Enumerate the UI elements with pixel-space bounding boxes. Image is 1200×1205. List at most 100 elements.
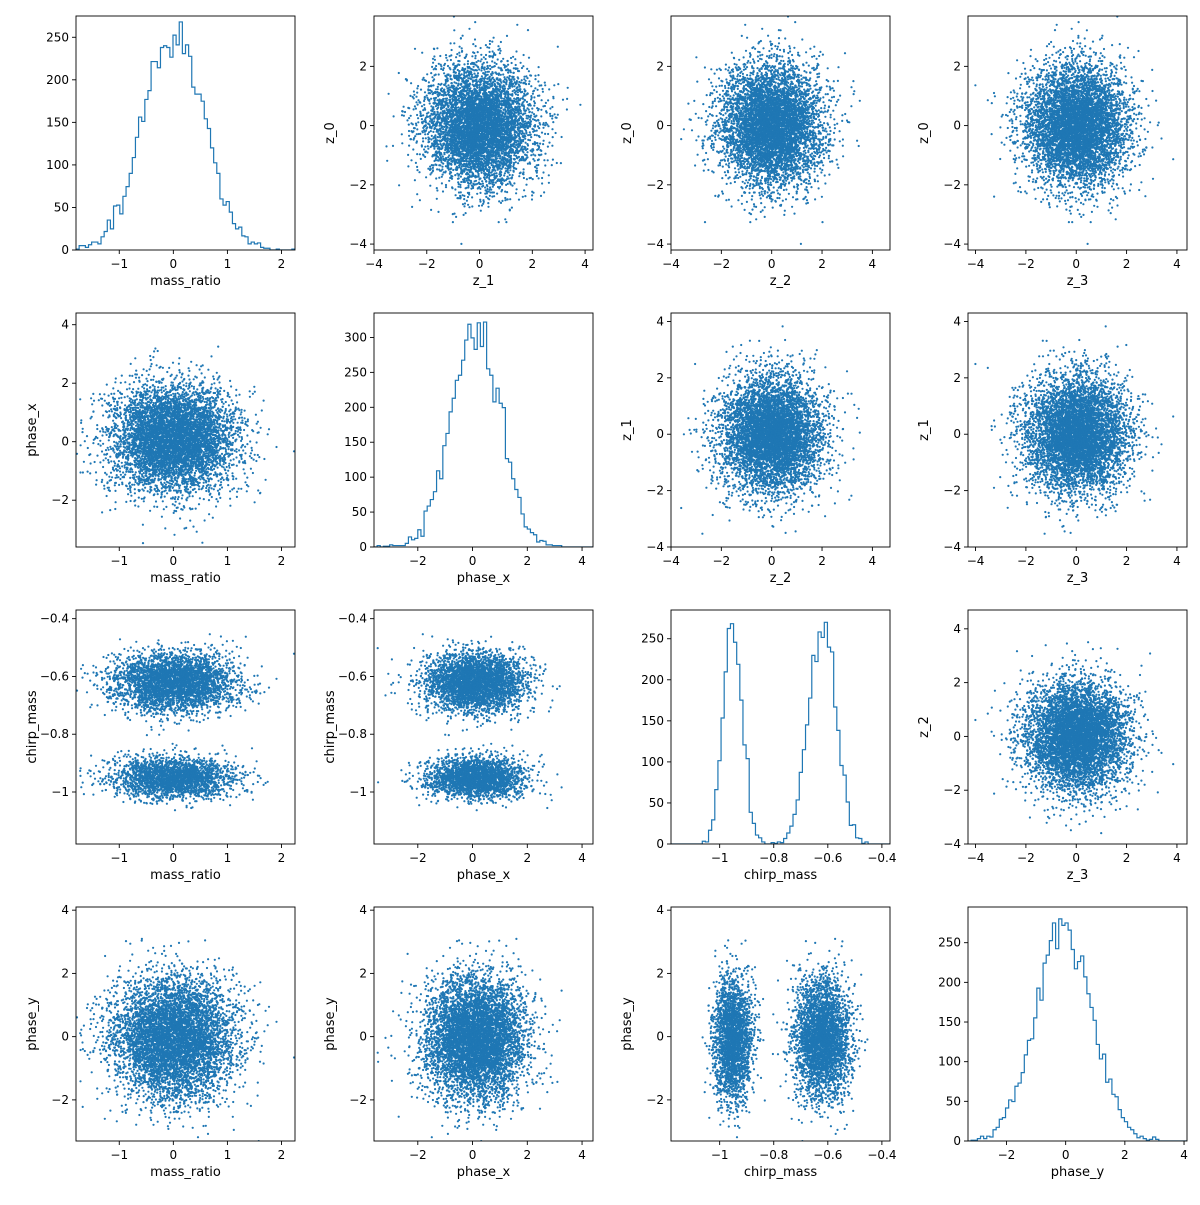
scatter-point	[479, 81, 481, 83]
y-tick-label: 250	[46, 30, 69, 44]
scatter-point	[526, 68, 528, 70]
scatter-point	[527, 163, 529, 165]
scatter-point	[498, 221, 500, 223]
scatter-point	[509, 159, 511, 161]
scatter-point	[484, 94, 486, 96]
scatter-point	[479, 201, 481, 203]
scatter-point	[486, 188, 488, 190]
scatter-point	[523, 189, 525, 191]
scatter-point	[458, 52, 460, 54]
scatter-point	[445, 54, 447, 56]
scatter-point	[501, 152, 503, 154]
scatter-point	[501, 183, 503, 185]
scatter-point	[491, 100, 493, 102]
scatter-point	[511, 78, 513, 80]
scatter-point	[477, 72, 479, 74]
scatter-point	[471, 205, 473, 207]
scatter-point	[469, 182, 471, 184]
scatter-point	[509, 198, 511, 200]
x-tick-label: 0	[170, 257, 178, 271]
scatter-point	[408, 145, 410, 147]
scatter-point	[427, 123, 429, 125]
scatter-point	[510, 183, 512, 185]
scatter-point	[430, 145, 432, 147]
scatter-point	[484, 66, 486, 68]
scatter-point	[507, 160, 509, 162]
scatter-point	[544, 124, 546, 126]
scatter-point	[518, 160, 520, 162]
scatter-point	[530, 117, 532, 119]
scatter-point	[483, 69, 485, 71]
scatter-point	[401, 114, 403, 116]
scatter-point	[463, 101, 465, 103]
scatter-point	[482, 183, 484, 185]
scatter-point	[451, 94, 453, 96]
scatter-point	[474, 38, 476, 40]
scatter-point	[475, 152, 477, 154]
scatter-point	[493, 141, 495, 143]
scatter-point	[495, 172, 497, 174]
scatter-point	[522, 173, 524, 175]
scatter-point	[491, 60, 493, 62]
scatter-point	[464, 130, 466, 132]
scatter-point	[534, 154, 536, 156]
scatter-point	[517, 162, 519, 164]
scatter-point	[501, 69, 503, 71]
scatter-point	[543, 159, 545, 161]
plot-content	[76, 22, 295, 250]
scatter-point	[484, 178, 486, 180]
scatter-point	[478, 146, 480, 148]
scatter-point	[480, 83, 482, 85]
scatter-point	[502, 73, 504, 75]
scatter-point	[405, 78, 407, 80]
scatter-point	[466, 54, 468, 56]
scatter-point	[476, 91, 478, 93]
scatter-point	[482, 203, 484, 205]
scatter-point	[505, 184, 507, 186]
scatter-point	[548, 142, 550, 144]
scatter-point	[459, 70, 461, 72]
scatter-point	[419, 111, 421, 113]
scatter-point	[513, 164, 515, 166]
scatter-point	[527, 115, 529, 117]
scatter-point	[515, 68, 517, 70]
scatter-point	[484, 186, 486, 188]
scatter-point	[441, 182, 443, 184]
scatter-point	[451, 131, 453, 133]
scatter-point	[429, 120, 431, 122]
scatter-point	[431, 66, 433, 68]
scatter-point	[515, 161, 517, 163]
scatter-point	[436, 189, 438, 191]
scatter-point	[512, 77, 514, 79]
scatter-point	[460, 243, 462, 245]
scatter-point	[555, 132, 557, 134]
scatter-point	[452, 221, 454, 223]
scatter-point	[513, 98, 515, 100]
scatter-point	[473, 73, 475, 75]
scatter-point	[525, 142, 527, 144]
scatter-point	[534, 143, 536, 145]
scatter-point	[431, 76, 433, 78]
scatter-point	[509, 174, 511, 176]
scatter-point	[468, 74, 470, 76]
scatter-point	[460, 176, 462, 178]
scatter-point	[495, 158, 497, 160]
scatter-point	[458, 98, 460, 100]
scatter-point	[474, 180, 476, 182]
scatter-point	[499, 52, 501, 54]
scatter-point	[440, 64, 442, 66]
scatter-point	[493, 191, 495, 193]
scatter-point	[487, 206, 489, 208]
scatter-point	[409, 95, 411, 97]
scatter-point	[486, 61, 488, 63]
scatter-point	[417, 117, 419, 119]
scatter-point	[523, 54, 525, 56]
scatter-point	[463, 198, 465, 200]
scatter-point	[500, 202, 502, 204]
scatter-point	[536, 164, 538, 166]
scatter-point	[474, 100, 476, 102]
scatter-point	[436, 168, 438, 170]
scatter-point	[429, 168, 431, 170]
